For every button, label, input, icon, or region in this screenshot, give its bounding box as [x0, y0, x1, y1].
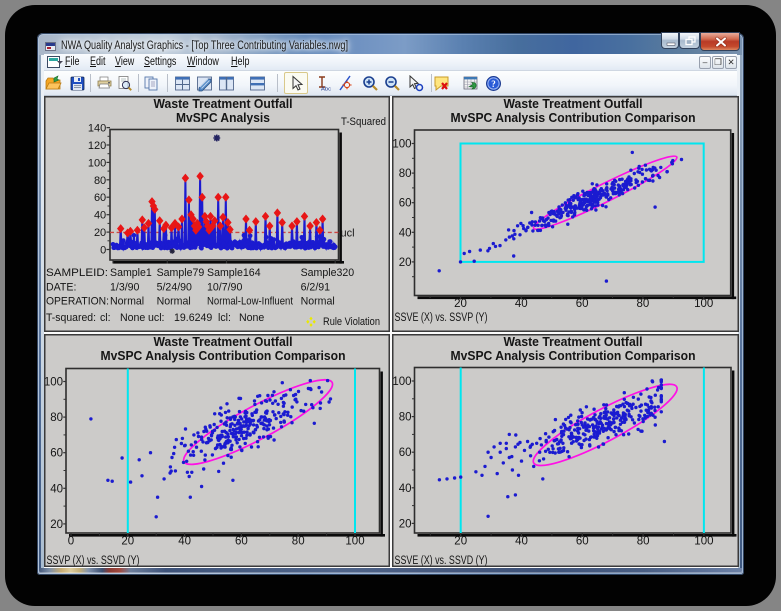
svg-text:NWA Quality Analyst Graphics -: NWA Quality Analyst Graphics - [Top Thre… — [61, 40, 348, 52]
svg-text:20: 20 — [399, 518, 412, 530]
svg-text:19.6249: 19.6249 — [174, 312, 212, 324]
svg-text:Waste Treatment Outfall: Waste Treatment Outfall — [154, 334, 293, 349]
svg-text:Abc: Abc — [321, 87, 331, 93]
svg-text:80: 80 — [50, 412, 63, 424]
svg-text:60: 60 — [235, 535, 248, 547]
svg-text:SSVE (X) vs. SSVP (Y): SSVE (X) vs. SSVP (Y) — [395, 312, 488, 324]
svg-text:40: 40 — [50, 483, 63, 495]
svg-text:40: 40 — [178, 535, 191, 547]
svg-text:0: 0 — [100, 245, 106, 257]
svg-text:60: 60 — [94, 192, 106, 204]
svg-text:100: 100 — [345, 535, 364, 547]
svg-text:80: 80 — [637, 298, 650, 310]
svg-text:100: 100 — [44, 376, 63, 388]
svg-text:Waste Treatment Outfall: Waste Treatment Outfall — [154, 96, 293, 111]
svg-text:80: 80 — [94, 175, 106, 187]
svg-text:OPERATION:: OPERATION: — [46, 296, 109, 308]
svg-text:Sample320: Sample320 — [301, 267, 355, 279]
svg-text:Normal: Normal — [301, 296, 335, 308]
svg-text:Normal: Normal — [110, 296, 144, 308]
svg-text:20: 20 — [121, 535, 134, 547]
svg-text:80: 80 — [399, 411, 412, 423]
svg-text:100: 100 — [88, 157, 106, 169]
svg-text:MvSPC Analysis Contribution Co: MvSPC Analysis Contribution Comparison — [451, 110, 696, 125]
svg-text:SAMPLEID:: SAMPLEID: — [46, 267, 108, 279]
svg-text:cl:: cl: — [100, 312, 111, 324]
svg-text:Sample1: Sample1 — [110, 267, 152, 279]
svg-text:20: 20 — [50, 518, 63, 530]
svg-text:60: 60 — [399, 447, 412, 459]
svg-text:DATE:: DATE: — [46, 282, 76, 294]
svg-text:20: 20 — [454, 298, 467, 310]
svg-text:Sample164: Sample164 — [207, 267, 261, 279]
svg-text:60: 60 — [576, 535, 589, 547]
svg-text:None: None — [120, 312, 145, 324]
svg-text:Normal: Normal — [157, 296, 191, 308]
svg-text:120: 120 — [88, 140, 106, 152]
svg-text:40: 40 — [94, 210, 106, 222]
svg-text:MvSPC Analysis: MvSPC Analysis — [176, 110, 270, 125]
svg-text:20: 20 — [399, 257, 412, 269]
svg-text:Normal-Low-Influent: Normal-Low-Influent — [207, 296, 293, 308]
svg-text:60: 60 — [50, 447, 63, 459]
svg-text:1/3/90: 1/3/90 — [110, 282, 140, 294]
svg-text:None: None — [239, 312, 264, 324]
svg-text:60: 60 — [399, 198, 412, 210]
svg-text:100: 100 — [392, 376, 411, 388]
svg-text:10/7/90: 10/7/90 — [207, 282, 242, 294]
svg-text:SSVP (X) vs. SSVD (Y): SSVP (X) vs. SSVD (Y) — [47, 555, 140, 567]
svg-text:20: 20 — [94, 227, 106, 239]
svg-text:MvSPC Analysis Contribution Co: MvSPC Analysis Contribution Comparison — [451, 348, 696, 363]
svg-text:40: 40 — [399, 482, 412, 494]
svg-text:80: 80 — [399, 168, 412, 180]
svg-text:Waste Treatment Outfall: Waste Treatment Outfall — [504, 96, 643, 111]
svg-text:Rule Violation: Rule Violation — [323, 316, 380, 328]
svg-text:T-squared:: T-squared: — [46, 312, 96, 324]
svg-text:40: 40 — [399, 227, 412, 239]
svg-text:Sample79: Sample79 — [157, 267, 205, 279]
svg-text:100: 100 — [694, 298, 713, 310]
svg-text:20: 20 — [454, 535, 467, 547]
svg-text:140: 140 — [88, 123, 106, 135]
svg-text:MvSPC Analysis Contribution Co: MvSPC Analysis Contribution Comparison — [101, 348, 346, 363]
svg-text:40: 40 — [515, 535, 528, 547]
svg-text:ucl:: ucl: — [148, 312, 165, 324]
svg-text:80: 80 — [637, 535, 650, 547]
svg-text:60: 60 — [576, 298, 589, 310]
svg-text:SSVE (X) vs. SSVD (Y): SSVE (X) vs. SSVD (Y) — [395, 555, 488, 567]
svg-text:100: 100 — [392, 139, 411, 151]
svg-text:40: 40 — [515, 298, 528, 310]
svg-text:80: 80 — [292, 535, 305, 547]
svg-text:?: ? — [491, 79, 496, 89]
svg-text:Waste Treatment Outfall: Waste Treatment Outfall — [504, 334, 643, 349]
svg-text:6/2/91: 6/2/91 — [301, 282, 331, 294]
svg-text:100: 100 — [694, 535, 713, 547]
svg-text:5/24/90: 5/24/90 — [157, 282, 192, 294]
svg-text:0: 0 — [68, 535, 74, 547]
svg-text:lcl:: lcl: — [218, 312, 231, 324]
svg-text:T-Squared: T-Squared — [341, 116, 386, 128]
svg-text:ucl: ucl — [341, 227, 355, 239]
